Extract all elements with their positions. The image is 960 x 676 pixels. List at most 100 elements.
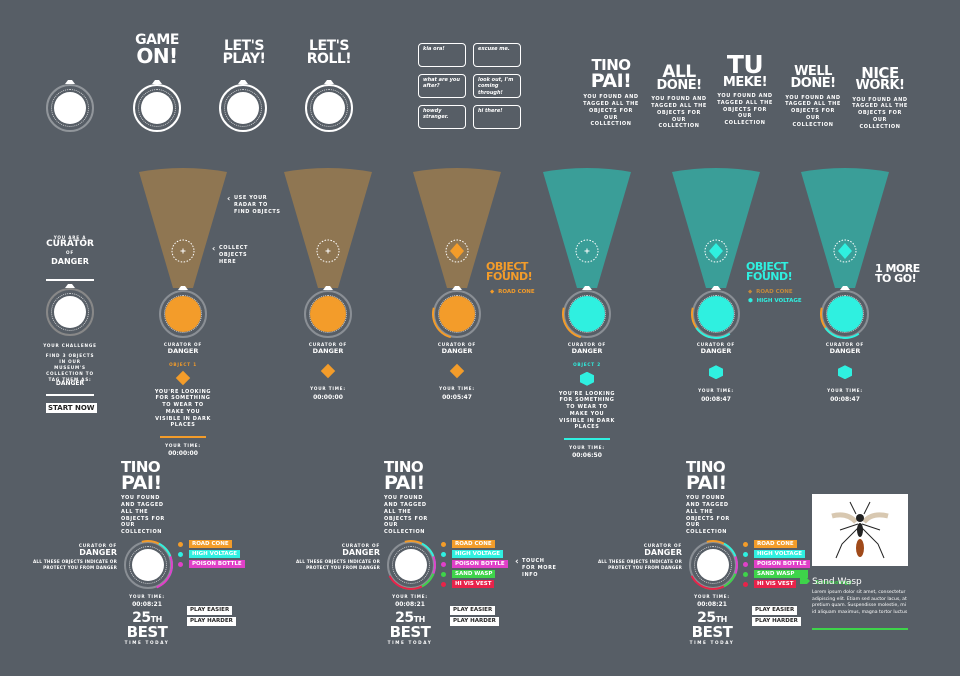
found-object-icon (709, 243, 723, 259)
found-item-row[interactable]: SAND WASP (743, 570, 810, 579)
success-subtitle: YOU FOUND AND TAGGED ALL THE OBJECTS FOR… (717, 93, 773, 127)
title-line: MEKE! (722, 74, 768, 90)
greeting-bubble: howdy stranger. (418, 105, 466, 129)
item-tag[interactable]: POISON BOTTLE (452, 560, 508, 569)
success-title: ALL DONE! YOU FOUND AND TAGGED ALL THE O… (651, 63, 707, 130)
detail-category: Entomology (815, 580, 852, 586)
rank-number: 25 (697, 609, 716, 626)
progress-arc (114, 531, 182, 599)
time-today-label: TIME TODAY (387, 640, 433, 646)
found-item-row[interactable]: HIGH VOLTAGE (441, 550, 508, 559)
found-item-row[interactable]: ROAD CONE (178, 540, 245, 549)
found-item-row[interactable]: HIGH VOLTAGE (178, 550, 245, 559)
intro-panel: YOU ARE A CURATOR OF DANGER (40, 235, 100, 267)
results-description: ALL THESE OBJECTS INDICATE OR PROTECT YO… (295, 559, 380, 571)
time-value: 00:00:00 (313, 393, 343, 401)
game-screen-info: CURATOR OF DANGER YOUR TIME: 00:05:47 (422, 342, 492, 401)
radar-dial[interactable] (219, 80, 267, 132)
item-tag[interactable]: POISON BOTTLE (189, 560, 245, 569)
start-now-button[interactable]: START NOW (46, 403, 97, 414)
found-item-row[interactable]: POISON BOTTLE (743, 560, 810, 569)
found-item-label: ROAD CONE (498, 289, 535, 295)
found-item-row[interactable]: POISON BOTTLE (178, 560, 245, 569)
title-line: TINO (686, 458, 726, 476)
found-item-row[interactable]: ROAD CONE (441, 540, 508, 549)
category-label: DANGER (441, 347, 473, 356)
title-line: WORK! (855, 78, 905, 94)
you-are-a-label: YOU ARE A (53, 235, 87, 240)
success-subtitle: YOU FOUND AND TAGGED ALL THE OBJECTS FOR… (583, 94, 639, 128)
results-time: YOUR TIME: 00:08:21 25TH BEST TIME TODAY (380, 594, 440, 646)
item-icon (743, 541, 748, 547)
radar-dial[interactable] (681, 279, 751, 349)
play-harder-button[interactable]: PLAY HARDER (450, 617, 499, 626)
play-easier-button[interactable]: PLAY EASIER (187, 606, 233, 615)
road-cone-icon: ◆ (748, 289, 753, 295)
item-tag[interactable]: HIGH VOLTAGE (452, 550, 503, 559)
found-items-list: ROAD CONE HIGH VOLTAGE POISON BOTTLE (178, 540, 245, 569)
radar-dial[interactable] (552, 279, 622, 349)
crosshair-icon (325, 248, 331, 254)
results-description: ALL THESE OBJECTS INDICATE OR PROTECT YO… (597, 559, 682, 571)
results-title: TINO PAI! YOU FOUND AND TAGGED ALL THE OBJ… (121, 458, 175, 536)
found-item-row[interactable]: HIGH VOLTAGE (743, 550, 810, 559)
radar-dial[interactable] (159, 286, 207, 338)
time-label: YOUR TIME: (698, 388, 734, 394)
play-harder-button[interactable]: PLAY HARDER (752, 617, 801, 626)
time-value: 00:05:47 (442, 393, 472, 401)
crosshair-icon (584, 248, 590, 254)
item-tag[interactable]: SAND WASP (754, 570, 809, 579)
divider (46, 279, 94, 281)
greeting-bubble: what are you after? (418, 74, 466, 98)
item-tag[interactable]: ROAD CONE (452, 540, 495, 549)
radar-dial[interactable] (422, 279, 492, 349)
item-tag[interactable]: HIGH VOLTAGE (189, 550, 240, 559)
radar-dial[interactable] (304, 286, 352, 338)
play-easier-button[interactable]: PLAY EASIER (450, 606, 496, 615)
progress-arc (379, 533, 443, 597)
object-image[interactable] (812, 494, 908, 566)
results-description: ALL THESE OBJECTS INDICATE OR PROTECT YO… (32, 559, 117, 571)
radar-beam (284, 168, 372, 288)
found-object-icon (450, 243, 464, 259)
curator-of-label: CURATOR OF (308, 342, 348, 347)
title-line: LET'S (224, 38, 264, 54)
found-item-label: ROAD CONE (756, 289, 793, 295)
found-item-row[interactable]: SAND WASP (441, 570, 508, 579)
sand-wasp-image (831, 501, 889, 559)
radar-dial[interactable] (133, 80, 181, 132)
radar-dial[interactable] (305, 80, 353, 132)
object-number: OBJECT 2 (573, 362, 601, 368)
time-label: YOUR TIME: (569, 444, 605, 450)
item-tag[interactable]: HI VIS VEST (452, 580, 495, 589)
found-item-row[interactable]: POISON BOTTLE (441, 560, 508, 569)
intro-title: GAME ON! (126, 32, 188, 66)
play-harder-button[interactable]: PLAY HARDER (187, 617, 236, 626)
time-value: 00:08:47 (830, 395, 860, 403)
success-title: TINO PAI! YOU FOUND AND TAGGED ALL THE O… (583, 57, 639, 128)
item-tag[interactable]: POISON BOTTLE (754, 560, 810, 569)
play-easier-button[interactable]: PLAY EASIER (752, 606, 798, 615)
title-line: NICE (861, 64, 899, 82)
item-tag[interactable]: ROAD CONE (754, 540, 797, 549)
road-cone-icon: ◆ (490, 289, 495, 295)
category-label: DANGER (79, 548, 117, 558)
item-tag[interactable]: HI VIS VEST (754, 580, 797, 589)
item-tag[interactable]: ROAD CONE (189, 540, 232, 549)
radar-dial[interactable] (810, 279, 880, 349)
radar-beams (139, 168, 889, 288)
item-tag[interactable]: HIGH VOLTAGE (754, 550, 805, 559)
radar-dial[interactable] (46, 284, 94, 336)
found-item-row[interactable]: HI VIS VEST (743, 580, 810, 589)
radar-beam (801, 168, 889, 288)
found-item-row[interactable]: ROAD CONE (743, 540, 810, 549)
results-dial (678, 530, 748, 600)
found-item-row[interactable]: HI VIS VEST (441, 580, 508, 589)
detail-title: Sand Wasp (812, 577, 862, 587)
rank: 25TH (682, 609, 742, 626)
item-tag[interactable]: SAND WASP (452, 570, 496, 579)
title-line: GAME (135, 32, 179, 48)
title-line: TINO (121, 458, 161, 476)
curator-of-label: CURATOR OF (163, 342, 203, 347)
title-line: PAI! (384, 472, 425, 495)
